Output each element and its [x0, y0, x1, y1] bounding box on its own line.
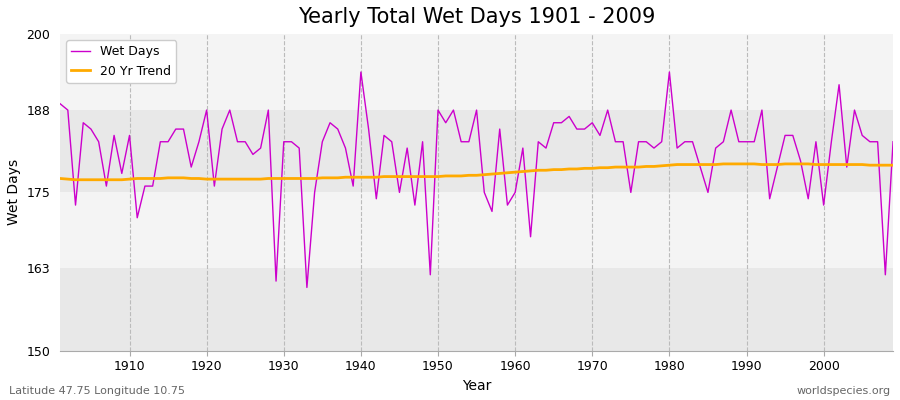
X-axis label: Year: Year	[462, 379, 491, 393]
Legend: Wet Days, 20 Yr Trend: Wet Days, 20 Yr Trend	[67, 40, 176, 82]
Wet Days	[286, 139, 297, 144]
Bar	[60, 192, 893, 268]
Bar	[60, 268, 893, 351]
Wet Days	[340, 146, 351, 150]
20 Yr Trend	[518, 169, 528, 174]
20 Yr Trend	[718, 162, 729, 166]
20 Yr Trend	[509, 170, 520, 174]
Wet Days	[617, 139, 628, 144]
Wet Days	[302, 285, 312, 290]
Y-axis label: Wet Days: Wet Days	[7, 159, 21, 226]
Wet Days	[887, 139, 898, 144]
Text: worldspecies.org: worldspecies.org	[796, 386, 891, 396]
Title: Yearly Total Wet Days 1901 - 2009: Yearly Total Wet Days 1901 - 2009	[298, 7, 655, 27]
20 Yr Trend	[55, 176, 66, 181]
20 Yr Trend	[610, 165, 621, 170]
Line: Wet Days: Wet Days	[60, 72, 893, 288]
Wet Days	[55, 101, 66, 106]
20 Yr Trend	[124, 177, 135, 182]
Line: 20 Yr Trend: 20 Yr Trend	[60, 164, 893, 180]
Wet Days	[518, 146, 528, 150]
20 Yr Trend	[340, 175, 351, 180]
20 Yr Trend	[293, 176, 304, 181]
Wet Days	[116, 171, 127, 176]
Wet Days	[526, 234, 536, 239]
20 Yr Trend	[70, 177, 81, 182]
20 Yr Trend	[887, 163, 898, 168]
Text: Latitude 47.75 Longitude 10.75: Latitude 47.75 Longitude 10.75	[9, 386, 185, 396]
Bar	[60, 110, 893, 192]
Wet Days	[356, 70, 366, 74]
Bar	[60, 34, 893, 110]
